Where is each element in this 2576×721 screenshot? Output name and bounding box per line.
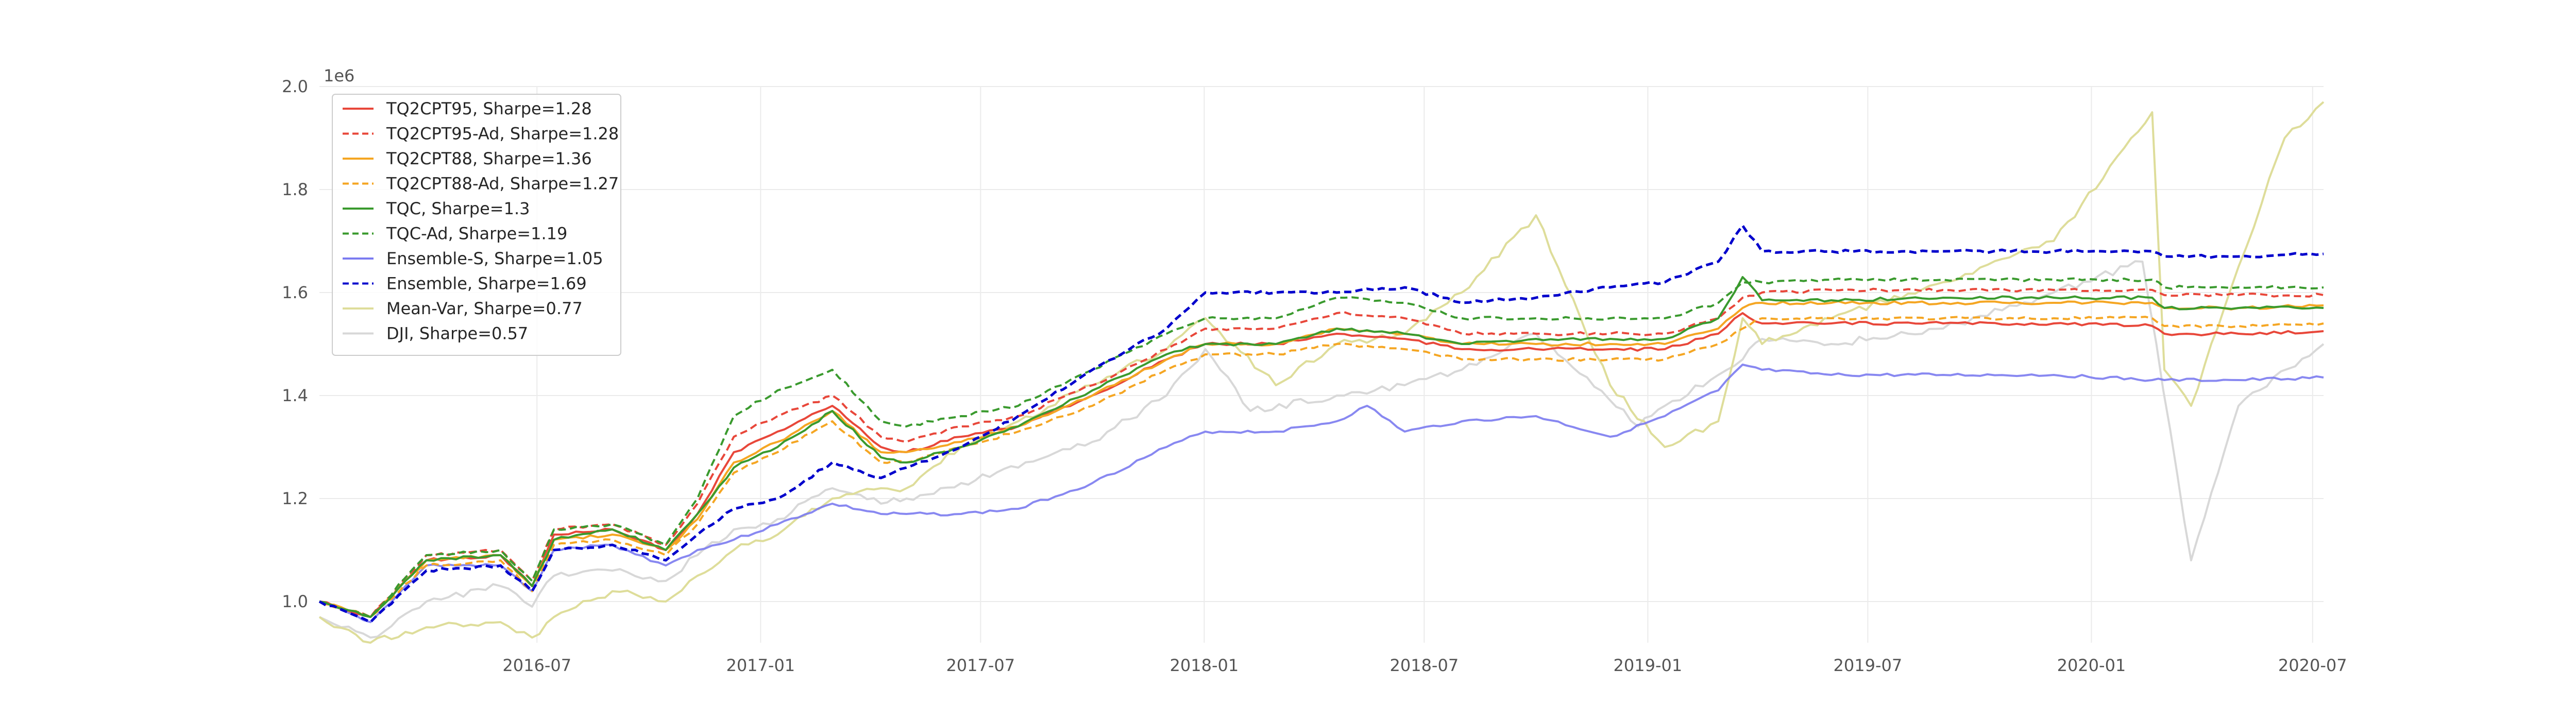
- series-line-8: [318, 101, 2325, 644]
- series-line-6: [319, 364, 2324, 623]
- legend-label: DJI, Sharpe=0.57: [386, 324, 528, 344]
- series-line-4: [319, 276, 2324, 618]
- series-line-5: [319, 277, 2324, 618]
- legend-label: TQ2CPT95, Sharpe=1.28: [386, 99, 592, 118]
- series-line-1: [319, 287, 2324, 618]
- x-tick-label: 2019-01: [1614, 656, 1683, 675]
- x-tick-label: 2019-07: [1834, 656, 1903, 675]
- x-axis-ticks: 2016-07 2017-01 2017-07 2018-01 2018-07 2019-…: [502, 656, 2347, 675]
- legend-label: TQC-Ad, Sharpe=1.19: [386, 224, 567, 244]
- legend-box: [332, 94, 621, 356]
- grid-lines: [319, 86, 2324, 643]
- series-line-7: [318, 224, 2324, 624]
- y-tick-label: 1.4: [282, 386, 308, 405]
- y-tick-label: 2.0: [282, 77, 308, 96]
- y-axis-ticks: 1.0 1.2 1.4 1.6 1.8 2.0: [282, 77, 308, 611]
- legend-label: Ensemble, Sharpe=1.69: [386, 274, 587, 294]
- legend: TQ2CPT95, Sharpe=1.28 TQ2CPT95-Ad, Sharpe…: [332, 94, 621, 356]
- x-tick-label: 2018-07: [1389, 656, 1459, 675]
- legend-label: TQ2CPT95-Ad, Sharpe=1.28: [386, 124, 619, 144]
- legend-label: TQ2CPT88-Ad, Sharpe=1.27: [386, 174, 619, 194]
- x-tick-label: 2020-01: [2057, 656, 2126, 675]
- legend-label: TQ2CPT88, Sharpe=1.36: [386, 149, 592, 168]
- y-exponent-label: 1e6: [324, 66, 354, 85]
- y-tick-label: 1.6: [282, 283, 308, 302]
- y-tick-label: 1.8: [282, 180, 308, 199]
- x-tick-label: 2018-01: [1170, 656, 1239, 675]
- y-tick-label: 1.0: [282, 592, 308, 611]
- series-line-9: [319, 260, 2325, 639]
- legend-label: TQC, Sharpe=1.3: [386, 199, 530, 218]
- legend-label: Mean-Var, Sharpe=0.77: [386, 299, 583, 318]
- y-tick-label: 1.2: [282, 489, 308, 508]
- series-line-3: [319, 316, 2324, 618]
- series-line-0: [319, 312, 2324, 618]
- x-tick-label: 2016-07: [502, 656, 571, 675]
- x-tick-label: 2017-07: [946, 656, 1015, 675]
- x-tick-label: 2017-01: [726, 656, 795, 675]
- series-layer: [318, 101, 2325, 644]
- x-tick-label: 2020-07: [2278, 656, 2347, 675]
- legend-label: Ensemble-S, Sharpe=1.05: [386, 249, 603, 268]
